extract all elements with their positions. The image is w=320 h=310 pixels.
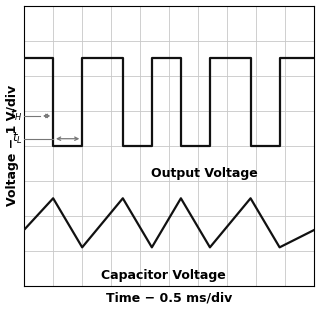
Text: $t_L$: $t_L$ [12,131,23,146]
Text: Output Voltage: Output Voltage [151,167,258,180]
Y-axis label: Voltage − 1 V/div: Voltage − 1 V/div [5,85,19,206]
Text: Capacitor Voltage: Capacitor Voltage [101,269,226,282]
X-axis label: Time − 0.5 ms/div: Time − 0.5 ms/div [106,291,232,304]
Text: $t_H$: $t_H$ [10,108,23,123]
